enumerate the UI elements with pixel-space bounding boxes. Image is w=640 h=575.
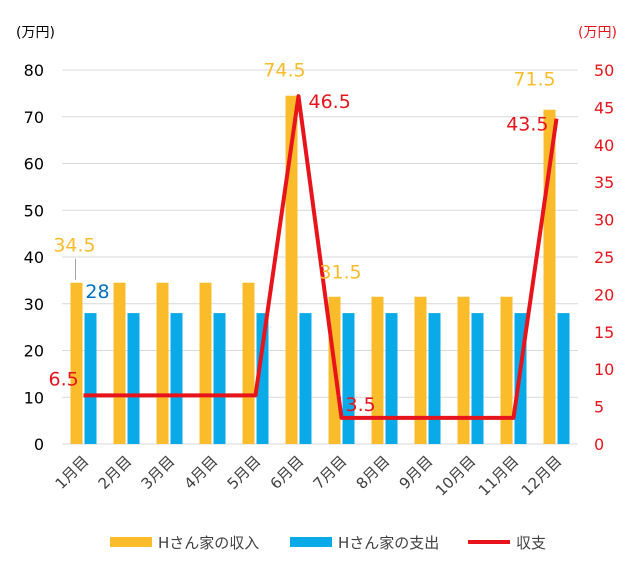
expense-bar (84, 313, 97, 444)
income-bar (242, 282, 255, 444)
category-label: 10月目 (432, 452, 479, 499)
data-label: 34.5 (53, 235, 95, 257)
right-tick-label: 15 (594, 323, 614, 342)
left-tick-label: 40 (24, 248, 44, 267)
expense-bar (471, 313, 484, 444)
axis-ticks: 0 10 20 30 40 50 60 70 80 0 5 10 15 20 25 30 35 40 45 50 (24, 61, 615, 454)
expense-bar (256, 313, 269, 444)
right-tick-label: 50 (594, 61, 614, 80)
right-tick-label: 40 (594, 136, 614, 155)
income-bar (500, 296, 513, 444)
right-tick-label: 35 (594, 173, 614, 192)
legend-swatch (110, 537, 152, 547)
axis-units: (万円) (万円) (16, 25, 617, 41)
bars (70, 95, 570, 445)
category-label: 3月目 (138, 452, 179, 493)
expense-bar (127, 313, 140, 444)
left-tick-label: 30 (24, 295, 44, 314)
income-bar (285, 95, 298, 445)
expense-bar (342, 313, 355, 444)
legend-label: 収支 (516, 534, 546, 552)
category-label: 4月目 (181, 452, 222, 493)
data-label: 6.5 (49, 368, 79, 390)
left-tick-label: 80 (24, 61, 44, 80)
data-label: 28 (85, 281, 109, 303)
expense-bar (557, 313, 570, 444)
left-tick-label: 50 (24, 201, 44, 220)
category-label: 2月目 (95, 452, 136, 493)
left-tick-label: 60 (24, 155, 44, 174)
category-label: 1月目 (52, 452, 93, 493)
right-tick-label: 0 (594, 435, 604, 454)
balance-line-path (83, 94, 559, 420)
left-tick-label: 70 (24, 108, 44, 127)
legend-label: Hさん家の支出 (338, 534, 439, 552)
data-label: 46.5 (309, 91, 351, 113)
category-label: 11月目 (475, 452, 522, 499)
right-tick-label: 25 (594, 248, 614, 267)
category-label: 9月目 (396, 452, 437, 493)
legend: Hさん家の収入 Hさん家の支出 収支 (110, 534, 546, 552)
expense-bar (428, 313, 441, 444)
category-label: 5月目 (224, 452, 265, 493)
balance-line (83, 94, 559, 420)
data-label: 31.5 (319, 262, 361, 284)
expense-bar (385, 313, 398, 444)
expense-bar (170, 313, 183, 444)
income-bar (414, 296, 427, 444)
left-tick-label: 10 (24, 388, 44, 407)
income-bar (70, 282, 83, 444)
right-tick-label: 20 (594, 285, 614, 304)
left-tick-label: 20 (24, 342, 44, 361)
category-label: 7月目 (310, 452, 351, 493)
data-label: 71.5 (513, 69, 555, 91)
income-bar (199, 282, 212, 444)
category-label: 12月目 (518, 452, 565, 499)
data-label: 43.5 (506, 114, 548, 136)
right-tick-label: 30 (594, 211, 614, 230)
income-bar (371, 296, 384, 444)
right-tick-label: 5 (594, 398, 604, 417)
category-label: 8月目 (353, 452, 394, 493)
data-label: 3.5 (346, 394, 376, 416)
legend-swatch (290, 537, 332, 547)
left-tick-label: 0 (34, 435, 44, 454)
income-bar (113, 282, 126, 444)
legend-label: Hさん家の収入 (158, 534, 259, 552)
right-tick-label: 10 (594, 360, 614, 379)
expense-bar (299, 313, 312, 444)
expense-bar (213, 313, 226, 444)
right-tick-label: 45 (594, 98, 614, 117)
income-bar (156, 282, 169, 444)
data-labels: 34.5 28 74.5 31.5 71.5 6.5 46.5 3.5 43.5 (49, 60, 556, 416)
right-axis-unit: (万円) (578, 25, 617, 41)
income-bar (457, 296, 470, 444)
category-label: 6月目 (267, 452, 308, 493)
left-axis-unit: (万円) (16, 25, 55, 41)
data-label: 74.5 (263, 60, 305, 82)
